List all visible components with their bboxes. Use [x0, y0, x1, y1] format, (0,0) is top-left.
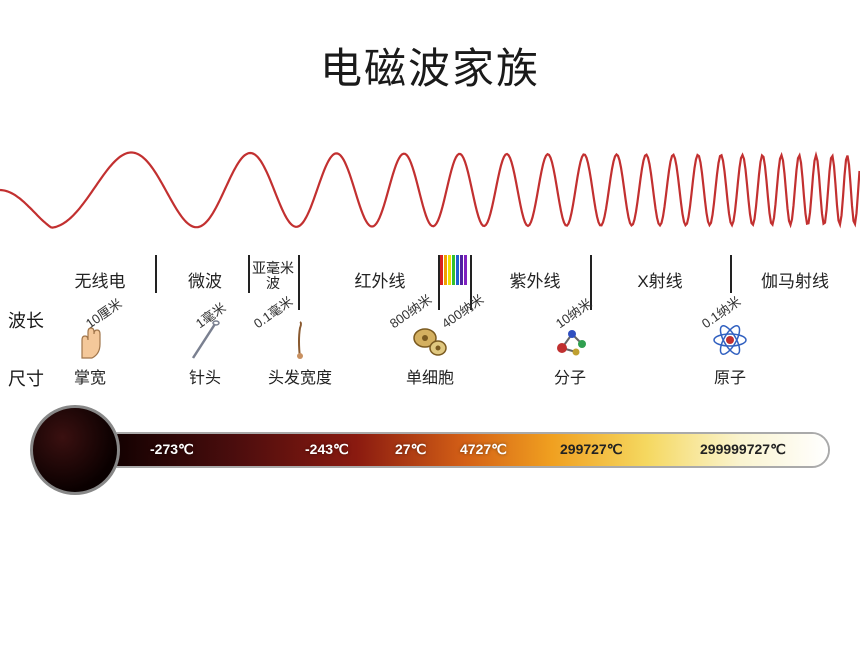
band-label: X射线: [600, 267, 720, 292]
band-label: 紫外线: [485, 267, 585, 292]
band-label: 无线电: [50, 267, 150, 292]
band-row: 无线电微波亚毫米波红外线紫外线X射线伽马射线10厘米1毫米0.1毫米800纳米4…: [0, 255, 860, 305]
band-divider: [298, 255, 300, 310]
band-label: 伽马射线: [745, 267, 845, 292]
band-divider: [730, 255, 732, 293]
page-title: 电磁波家族: [0, 0, 860, 96]
temperature-label: 27℃: [395, 441, 426, 458]
scale-item-hand: 掌宽: [55, 320, 125, 388]
scale-label: 单细胞: [395, 364, 465, 388]
band-divider: [248, 255, 250, 293]
temperature-label: -273℃: [150, 441, 194, 458]
scale-item-atom: 原子: [695, 320, 765, 388]
wave-curve: [0, 130, 860, 250]
temperature-label: -243℃: [305, 441, 349, 458]
thermometer-bulb: [30, 405, 120, 495]
thermometer: -273℃ -243℃ 27℃ 4727℃ 299727℃ 299999727℃: [30, 420, 830, 480]
scale-label: 头发宽度: [265, 364, 335, 388]
scale-label: 分子: [535, 364, 605, 388]
scale-row: 掌宽 针头 头发宽度 单细胞 分子 原子: [0, 320, 860, 410]
spectrum-chart: 无线电微波亚毫米波红外线紫外线X射线伽马射线10厘米1毫米0.1毫米800纳米4…: [0, 130, 860, 570]
cell-icon: [410, 320, 450, 360]
scale-item-cell: 单细胞: [395, 320, 465, 388]
band-label: 红外线: [330, 267, 430, 292]
needle-icon: [185, 320, 225, 360]
scale-item-hair: 头发宽度: [265, 320, 335, 388]
hair-icon: [280, 320, 320, 360]
temperature-label: 299727℃: [560, 441, 622, 458]
scale-label: 针头: [170, 364, 240, 388]
molecule-icon: [550, 320, 590, 360]
scale-item-needle: 针头: [170, 320, 240, 388]
band-divider: [155, 255, 157, 293]
scale-label: 掌宽: [55, 364, 125, 388]
band-label: 亚毫米波: [250, 261, 296, 291]
hand-icon: [70, 320, 110, 360]
band-label: 微波: [165, 267, 245, 292]
scale-item-molecule: 分子: [535, 320, 605, 388]
band-divider: [438, 255, 440, 310]
temperature-label: 299999727℃: [700, 441, 786, 458]
scale-label: 原子: [695, 364, 765, 388]
atom-icon: [710, 320, 750, 360]
temperature-label: 4727℃: [460, 441, 507, 458]
